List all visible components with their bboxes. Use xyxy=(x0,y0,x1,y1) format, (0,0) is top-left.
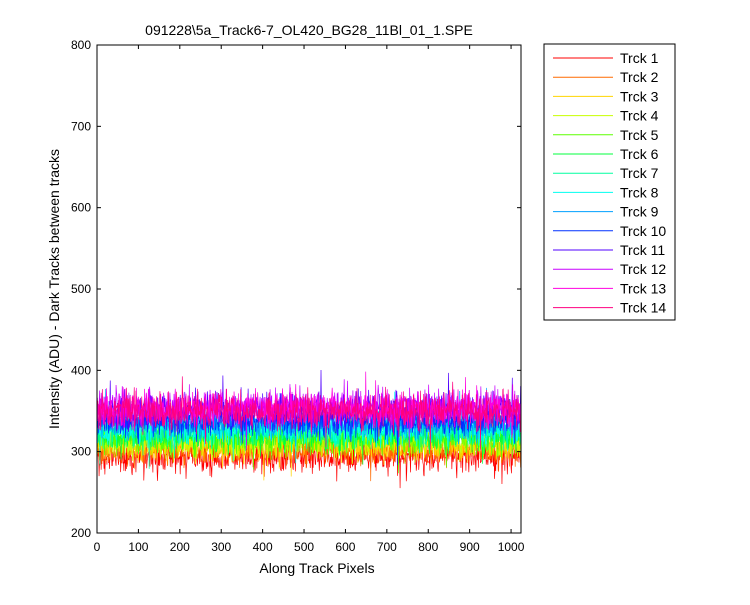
series-line-10 xyxy=(96,398,521,466)
legend-label-11: Trck 11 xyxy=(620,242,665,258)
x-tick-label: 0 xyxy=(94,540,101,554)
y-tick-label: 400 xyxy=(71,363,91,377)
y-tick-label: 800 xyxy=(71,38,91,52)
series-line-14 xyxy=(96,376,521,450)
legend-label-5: Trck 5 xyxy=(620,127,659,143)
legend-label-14: Trck 14 xyxy=(620,300,666,316)
legend-box xyxy=(543,43,676,321)
x-tick-label: 100 xyxy=(128,540,148,554)
legend-label-4: Trck 4 xyxy=(620,108,659,124)
y-tick-label: 200 xyxy=(71,526,91,540)
legend-label-3: Trck 3 xyxy=(620,88,659,104)
legend-label-6: Trck 6 xyxy=(620,146,659,162)
x-tick-label: 700 xyxy=(377,540,397,554)
legend: Trck 1 Trck 2 Trck 3 Trck 4 Trck 5 Trck 6 Trck… xyxy=(543,43,676,321)
legend-label-8: Trck 8 xyxy=(620,184,659,200)
legend-label-12: Trck 12 xyxy=(620,261,666,277)
y-tick-label: 700 xyxy=(71,119,91,133)
axis-layer: 0 100 200 300 400 500 600 700 800 900 1000 200 300 40… xyxy=(71,38,525,554)
x-tick-label: 800 xyxy=(418,540,438,554)
legend-label-9: Trck 9 xyxy=(620,204,659,220)
x-tick-label: 1000 xyxy=(498,540,525,554)
chart-title: 091228\5a_Track6-7_OL420_BG28_11Bl_01_1.… xyxy=(145,22,473,38)
legend-label-10: Trck 10 xyxy=(620,223,666,239)
legend-label-2: Trck 2 xyxy=(620,69,659,85)
series-layer xyxy=(96,369,521,489)
y-tick-label: 500 xyxy=(71,282,91,296)
legend-label-7: Trck 7 xyxy=(620,165,659,181)
legend-label-13: Trck 13 xyxy=(620,280,666,296)
x-axis-label: Along Track Pixels xyxy=(259,560,374,576)
x-tick-label: 200 xyxy=(170,540,190,554)
x-tick-label: 300 xyxy=(211,540,231,554)
x-tick-label: 500 xyxy=(294,540,314,554)
y-axis-label: Intensity (ADU) - Dark Tracks between tr… xyxy=(46,149,62,429)
x-tick-label: 600 xyxy=(335,540,355,554)
x-tick-label: 400 xyxy=(253,540,273,554)
y-tick-label: 600 xyxy=(71,201,91,215)
legend-items: Trck 1 Trck 2 Trck 3 Trck 4 Trck 5 Trck 6 Trck… xyxy=(553,50,666,316)
legend-label-1: Trck 1 xyxy=(620,50,659,66)
x-tick-label: 900 xyxy=(460,540,480,554)
y-tick-label: 300 xyxy=(71,445,91,459)
